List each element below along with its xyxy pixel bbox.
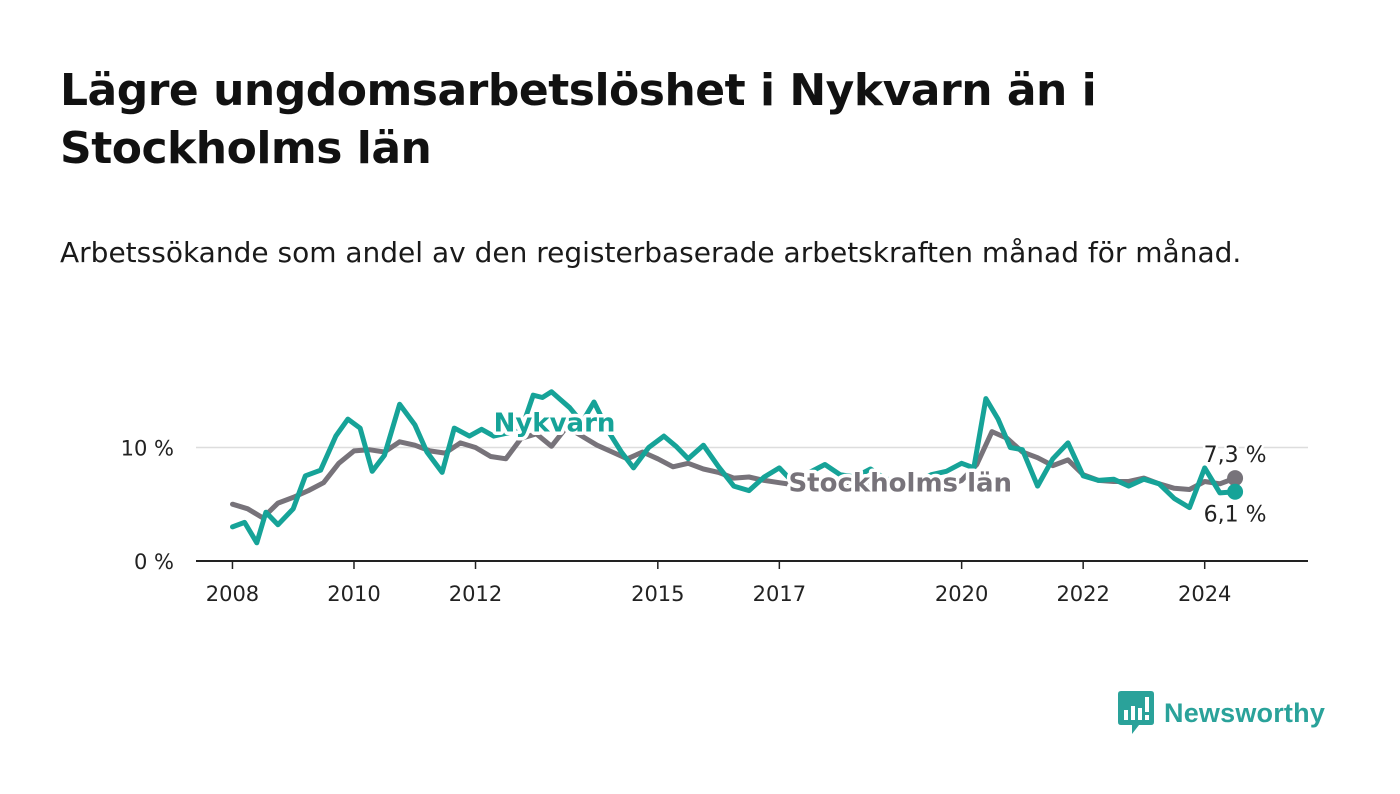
x-tick-label: 2017: [753, 582, 806, 606]
chart-title: Lägre ungdomsarbetslöshet i Nykvarn än i…: [60, 65, 1097, 174]
line-chart: 0 %10 %2008 2010 2012 2015 2017 2020 2022 2024 …: [121, 389, 1308, 606]
chart-subtitle: Arbetssökande som andel av den registerb…: [60, 236, 1242, 269]
newsworthy-logo-icon: [1118, 691, 1154, 734]
brand-name: Newsworthy: [1164, 697, 1326, 728]
x-tick-label: 2020: [935, 582, 988, 606]
stockholm-end-point: [1227, 470, 1244, 487]
x-tick-label: 2012: [449, 582, 502, 606]
stockholm-series-label: Stockholms län: [788, 469, 1012, 499]
nykvarn-end-value-label: 6,1 %: [1204, 503, 1267, 528]
nykvarn-series-label: Nykvarn: [494, 409, 616, 439]
x-tick-label: 2008: [206, 582, 259, 606]
stockholm-series-line: [230, 424, 1238, 521]
x-tick-label: 2010: [327, 582, 380, 606]
x-tick-label: 2024: [1178, 582, 1231, 606]
nykvarn-end-point: [1227, 483, 1244, 500]
y-tick-label: 0 %: [134, 550, 174, 574]
nykvarn-series-line: [230, 389, 1238, 546]
newsworthy-brand[interactable]: Newsworthy: [1118, 690, 1325, 736]
series-layer: [230, 389, 1244, 546]
y-tick-label: 10 %: [121, 436, 174, 460]
stockholm-end-value-label: 7,3 %: [1204, 443, 1267, 468]
label-layer: Stockholms län Nykvarn 7,3 % 6,1 %: [490, 405, 1269, 530]
x-tick-label: 2022: [1056, 582, 1109, 606]
x-tick-label: 2015: [631, 582, 684, 606]
axis-layer: 0 % 10 % 2008 2010 2012 2015 2017 2020 2022 2024: [121, 436, 1308, 606]
